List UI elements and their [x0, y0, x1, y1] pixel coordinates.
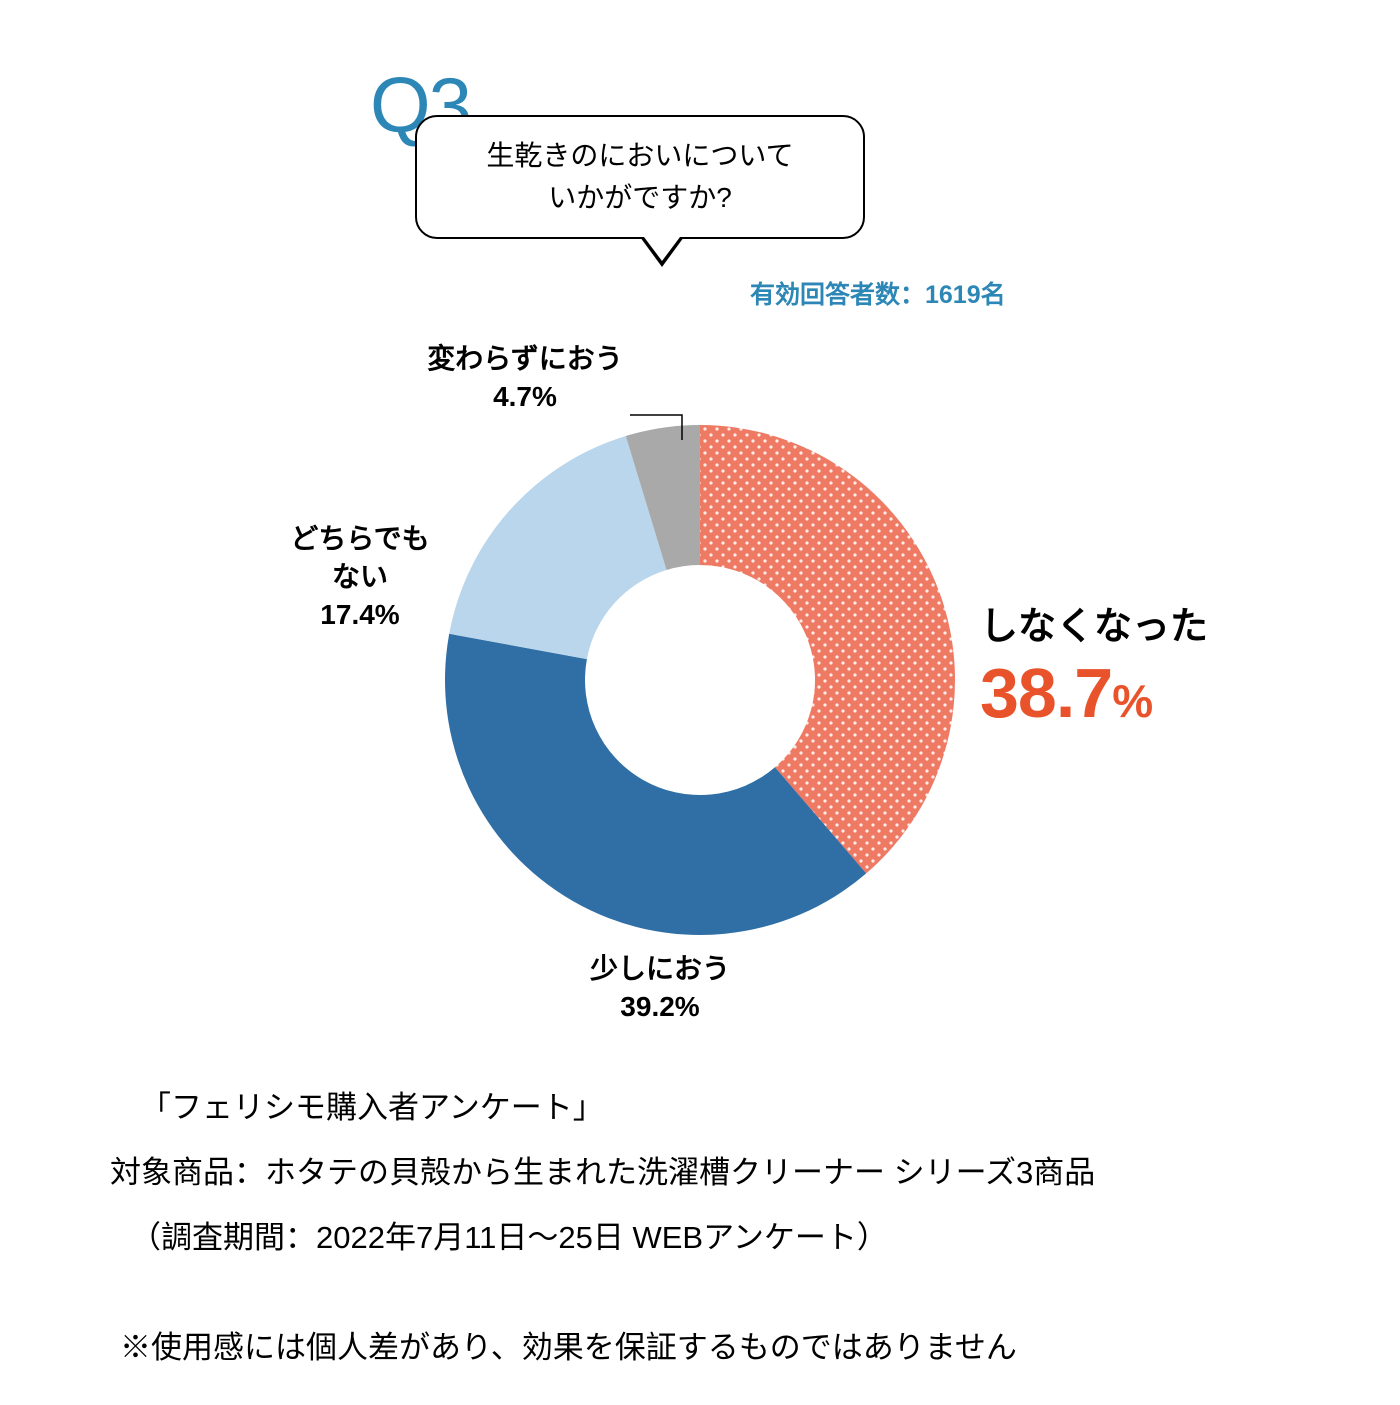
- label-shinakunatta-text: しなくなった: [980, 606, 1208, 648]
- label-sukoshi: 少しにおう 39.2%: [560, 950, 760, 1026]
- footer-line-1: 「フェリシモ購入者アンケート」: [110, 1075, 1095, 1140]
- footer-line-2: 対象商品：ホタテの貝殻から生まれた洗濯槽クリーナー シリーズ3商品: [110, 1140, 1095, 1205]
- label-dochira-val: 17.4%: [270, 596, 450, 634]
- label-dochira: どちらでも ない 17.4%: [270, 520, 450, 633]
- label-dochira-l2: ない: [332, 561, 388, 592]
- label-kawarazu-text: 変わらずにおう: [427, 343, 622, 374]
- label-shinakunatta-num: 38.7: [980, 654, 1112, 732]
- label-shinakunatta-val: 38.7%: [980, 651, 1208, 735]
- footer-disclaimer: ※使用感には個人差があり、効果を保証するものではありません: [110, 1315, 1095, 1380]
- footer-block: 「フェリシモ購入者アンケート」 対象商品：ホタテの貝殻から生まれた洗濯槽クリーナ…: [110, 1075, 1095, 1380]
- donut-hole: [586, 566, 815, 795]
- label-kawarazu-val: 4.7%: [420, 378, 630, 416]
- footer-line-3: （調査期間：2022年7月11日〜25日 WEBアンケート）: [110, 1205, 1095, 1270]
- label-dochira-l1: どちらでも: [290, 523, 429, 554]
- label-shinakunatta-unit: %: [1112, 675, 1152, 727]
- donut-segments: [445, 425, 955, 935]
- label-kawarazu: 変わらずにおう 4.7%: [420, 340, 630, 416]
- label-shinakunatta: しなくなった 38.7%: [980, 605, 1208, 735]
- label-sukoshi-val: 39.2%: [560, 988, 760, 1026]
- label-sukoshi-text: 少しにおう: [590, 953, 730, 984]
